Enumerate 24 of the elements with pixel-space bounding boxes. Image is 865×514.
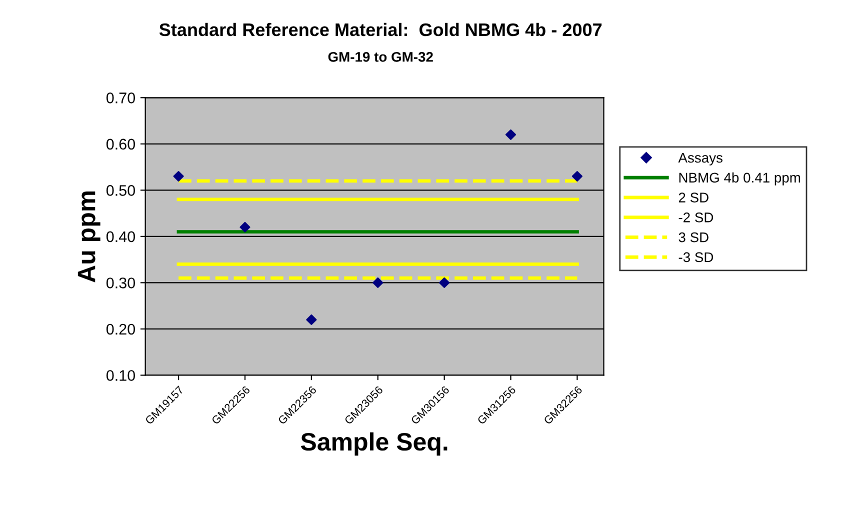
legend-label: -2 SD <box>678 212 714 222</box>
y-tick-label: 0.60 <box>106 138 136 150</box>
point <box>439 277 450 288</box>
y-tick-label: 0.30 <box>106 278 136 288</box>
legend-label: -3 SD <box>678 252 714 262</box>
point <box>372 277 384 288</box>
point <box>306 314 317 326</box>
y-tick-label: 0.10 <box>106 370 136 381</box>
x-axis-title: Sample Seq. <box>300 432 448 456</box>
y-axis-title: Au ppm <box>78 191 100 282</box>
y-tick-label: 0.50 <box>106 185 136 196</box>
chart-title: Standard Reference Material: Gold NBMG 4b - 2007 <box>159 22 602 36</box>
point <box>240 222 250 232</box>
point <box>173 171 184 182</box>
point <box>505 129 516 140</box>
legend-label: 3 SD <box>678 232 708 242</box>
legend-label: Assays <box>678 152 722 166</box>
y-tick-label: 0.70 <box>106 92 136 104</box>
y-tick-label: 0.40 <box>106 231 136 242</box>
legend-label: 2 SD <box>678 192 708 202</box>
point <box>572 171 582 182</box>
chart-subtitle: GM-19 to GM-32 <box>328 52 433 62</box>
y-tick-label: 0.20 <box>106 324 136 335</box>
legend-label: NBMG 4b 0.41 ppm <box>679 172 800 186</box>
